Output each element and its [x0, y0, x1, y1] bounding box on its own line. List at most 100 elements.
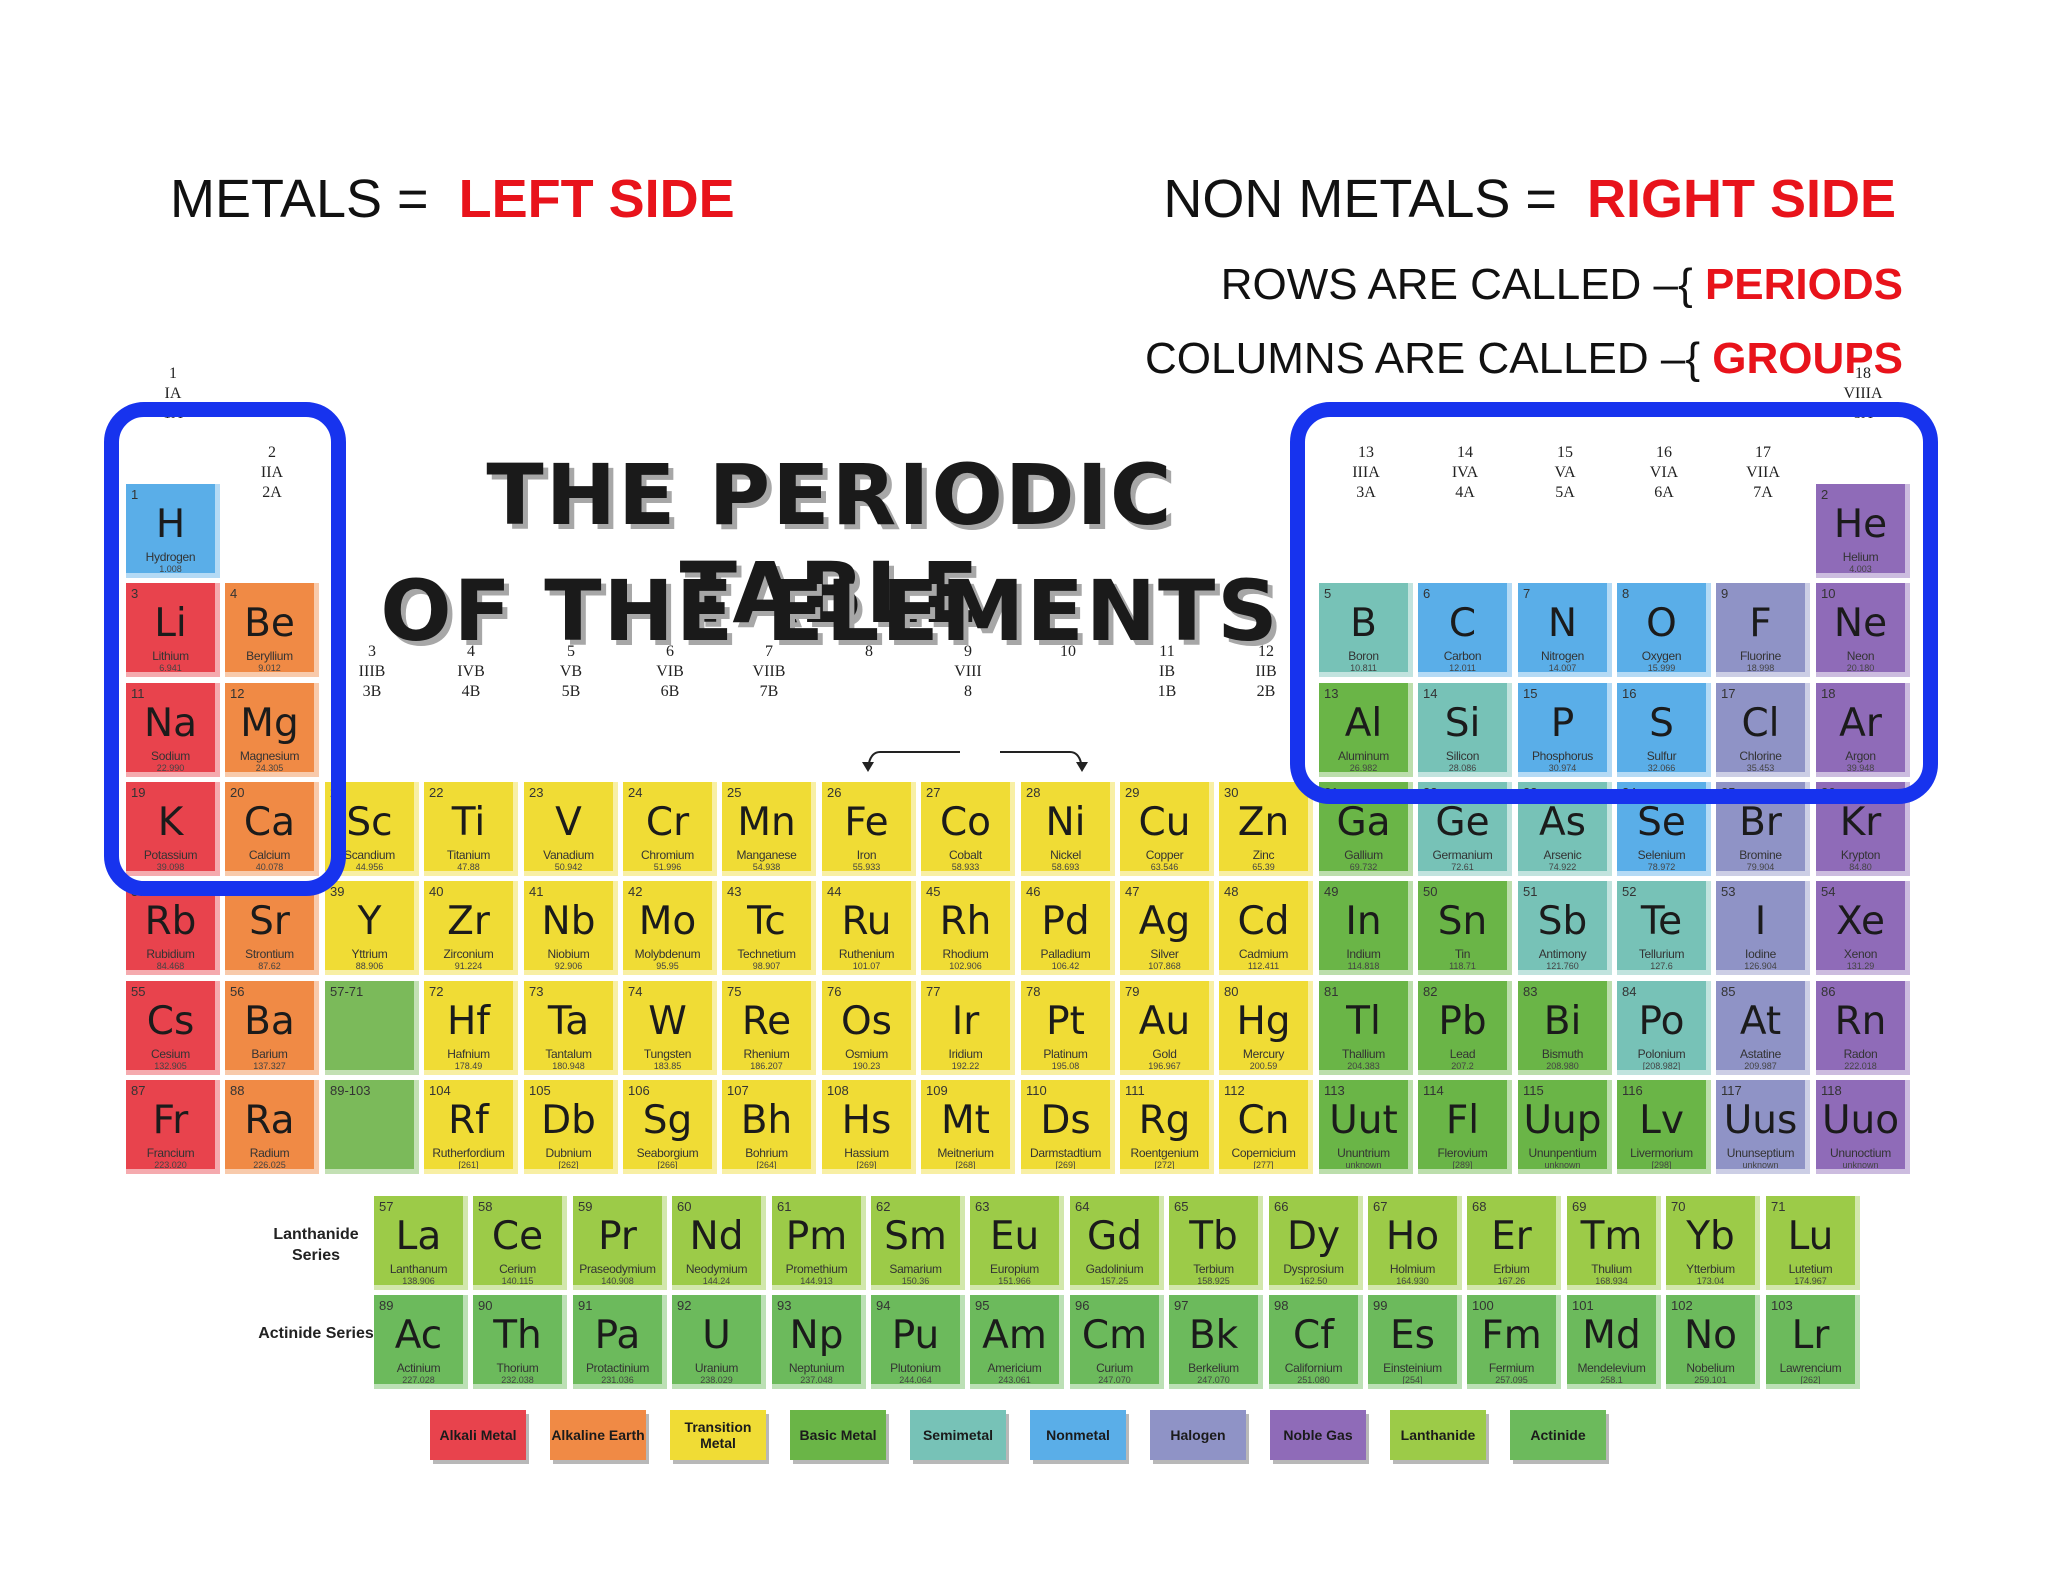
metals-prefix: METALS = [170, 169, 429, 229]
atomic-mass: 137.327 [253, 1061, 286, 1071]
atomic-number: 61 [777, 1199, 792, 1214]
element-name: Thorium [496, 1361, 539, 1375]
element-name: Fluorine [1740, 649, 1781, 663]
atomic-number: 113 [1324, 1083, 1345, 1098]
page-title-line1: THE PERIODIC TABLE [486, 446, 1174, 642]
atomic-number: 57-71 [330, 984, 364, 999]
element-name: Sodium [151, 749, 190, 763]
element-zr: 40 Zr Zirconium 91.224 [424, 881, 518, 975]
element-rf: 104 Rf Rutherfordium [261] [424, 1080, 518, 1174]
element-symbol: K [157, 800, 184, 845]
atomic-mass: 247.070 [1098, 1375, 1131, 1385]
atomic-mass: 244.064 [899, 1375, 932, 1385]
atomic-number: 38 [230, 884, 245, 899]
atomic-mass: [264] [756, 1160, 777, 1170]
element-symbol: Li [154, 601, 187, 646]
atomic-mass: 223.020 [154, 1160, 187, 1170]
atomic-number: 47 [1125, 884, 1140, 899]
element-symbol: Mg [240, 701, 299, 746]
atomic-number: 22 [429, 785, 444, 800]
atomic-mass: 195.08 [1051, 1061, 1080, 1071]
atomic-number: 32 [1423, 785, 1438, 800]
atomic-number: 75 [727, 984, 742, 999]
element-symbol: Cr [645, 800, 690, 845]
element-symbol: Fr [152, 1098, 189, 1143]
group-label-18: 18 VIIIA 8A [1816, 364, 1910, 424]
element-ta: 73 Ta Tantalum 180.948 [524, 981, 618, 1075]
atomic-mass: 232.038 [501, 1375, 534, 1385]
atomic-number: 117 [1721, 1083, 1742, 1098]
element-name: Selenium [1637, 848, 1686, 862]
element-symbol: Cl [1741, 701, 1780, 746]
element-symbol: Rn [1834, 999, 1887, 1044]
atomic-mass: [266] [657, 1160, 678, 1170]
element-symbol: F [1749, 601, 1772, 646]
element-name: Silicon [1445, 749, 1480, 763]
atomic-mass: 158.925 [1197, 1276, 1230, 1286]
element-sc: 21 Sc Scandium 44.956 [325, 782, 419, 876]
element-at: 85 At Astatine 209.987 [1716, 981, 1810, 1075]
group-label-15: 15 VA 5A [1518, 443, 1612, 503]
element-name: Hafnium [447, 1047, 490, 1061]
atomic-mass: 178.49 [454, 1061, 483, 1071]
atomic-mass: 173.04 [1696, 1276, 1725, 1286]
atomic-number: 76 [827, 984, 842, 999]
atomic-number: 52 [1622, 884, 1637, 899]
element-symbol: Bh [740, 1098, 793, 1143]
group-label-line: 2A [262, 484, 282, 501]
group-label-12: 12 IIB 2B [1219, 642, 1313, 702]
element-al: 13 Al Aluminum 26.982 [1319, 683, 1413, 777]
legend-noble: Noble Gas [1270, 1410, 1366, 1460]
element-symbol: Sm [884, 1214, 947, 1259]
element-symbol: Sr [249, 899, 290, 944]
group-label-line: 5B [561, 683, 581, 700]
element-symbol: Se [1637, 800, 1686, 845]
atomic-number: 99 [1373, 1298, 1388, 1313]
atomic-number: 11 [131, 686, 145, 701]
group-label-line: 4B [461, 683, 481, 700]
element-name: Calcium [248, 848, 291, 862]
atomic-number: 6 [1423, 586, 1431, 601]
atomic-number: 109 [926, 1083, 948, 1098]
atomic-number: 108 [827, 1083, 849, 1098]
atomic-mass: [269] [1055, 1160, 1076, 1170]
element-symbol: Rb [144, 899, 197, 944]
element-name: Rhenium [743, 1047, 790, 1061]
group-label-line: 2B [1256, 683, 1276, 700]
element-gd: 64 Gd Gadolinium 157.25 [1070, 1196, 1164, 1290]
atomic-mass: 118.71 [1449, 961, 1476, 971]
group-label-line: 10 [1060, 643, 1076, 660]
element-ce: 58 Ce Cerium 140.115 [473, 1196, 567, 1290]
cols-note: COLUMNS ARE CALLED –{ GROUPS [1145, 334, 1903, 384]
element-symbol: Cn [1237, 1098, 1290, 1143]
atomic-number: 27 [926, 785, 941, 800]
element-symbol: Cs [146, 999, 195, 1044]
atomic-number: 118 [1821, 1083, 1842, 1098]
element-name: Nitrogen [1541, 649, 1584, 663]
atomic-number: 78 [1026, 984, 1041, 999]
element-symbol: La [395, 1214, 442, 1259]
element-name: Osmium [845, 1047, 888, 1061]
element-name: Lanthanum [389, 1262, 448, 1276]
element-zn: 30 Zn Zinc 65.39 [1219, 782, 1313, 876]
group-label-line: 6B [660, 683, 680, 700]
element-sb: 51 Sb Antimony 121.760 [1518, 881, 1612, 975]
element-name: Cadmium [1238, 947, 1289, 961]
element-ra: 88 Ra Radium 226.025 [225, 1080, 319, 1174]
metals-note: METALS = LEFT SIDE [170, 168, 735, 230]
atomic-number: 5 [1324, 586, 1332, 601]
element-hs: 108 Hs Hassium [269] [822, 1080, 916, 1174]
atomic-number: 102 [1671, 1298, 1693, 1313]
element-pb: 82 Pb Lead 207.2 [1418, 981, 1512, 1075]
element-symbol: Lu [1787, 1214, 1834, 1259]
atomic-number: 104 [429, 1083, 451, 1098]
element-rh: 45 Rh Rhodium 102.906 [921, 881, 1015, 975]
element-name: Phosphorus [1531, 749, 1594, 763]
element-name: Ununseptium [1726, 1146, 1795, 1160]
element-symbol: Rh [939, 899, 992, 944]
atomic-mass: 84.468 [156, 961, 185, 971]
group-label-line: 4 [467, 643, 475, 660]
element-name: Gallium [1344, 848, 1383, 862]
element-symbol: Pa [594, 1313, 641, 1358]
atomic-number: 17 [1721, 686, 1736, 701]
